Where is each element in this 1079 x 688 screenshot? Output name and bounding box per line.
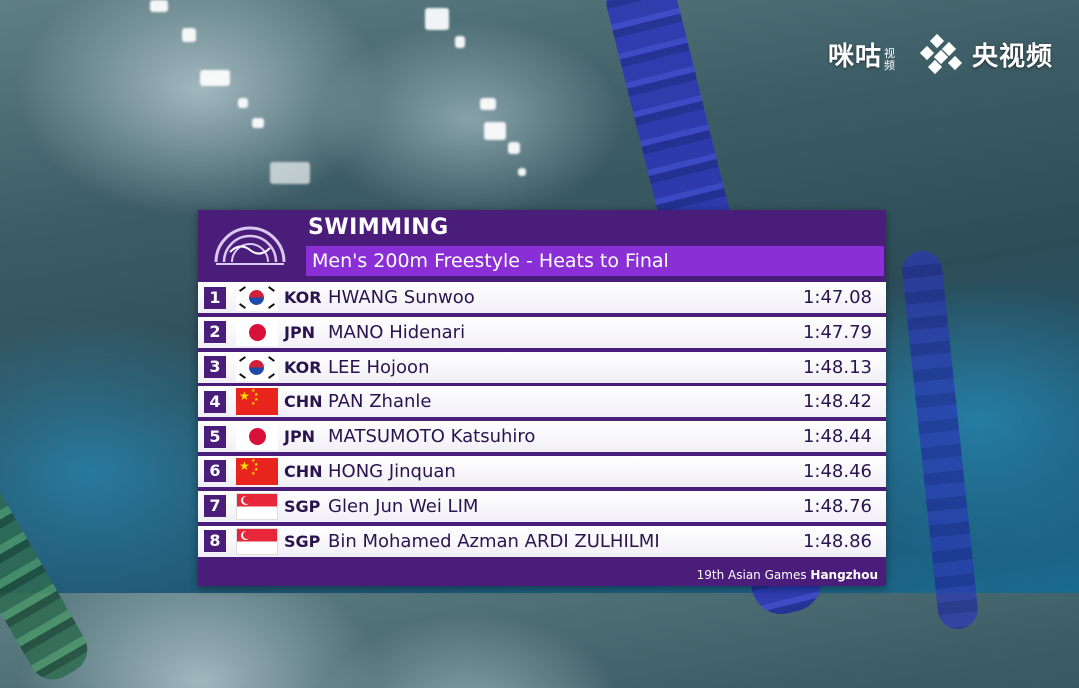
race-time: 1:48.86 bbox=[802, 530, 872, 552]
country-code: CHN bbox=[284, 461, 323, 481]
chn-flag-icon: ★ ★ ★ ★ ★ bbox=[236, 388, 278, 416]
result-row: 1 KOR HWANG Sunwoo 1:47.08 bbox=[198, 282, 886, 313]
athlete-name: PAN Zhanle bbox=[328, 391, 432, 413]
ceiling-light bbox=[200, 70, 230, 86]
ceiling-light bbox=[150, 0, 168, 12]
rank-badge: 5 bbox=[204, 425, 226, 448]
race-time: 1:48.46 bbox=[802, 460, 872, 482]
sgp-flag-icon bbox=[236, 492, 278, 520]
rank-badge: 6 bbox=[204, 460, 226, 483]
country-code: SGP bbox=[284, 496, 321, 516]
athlete-name: Glen Jun Wei LIM bbox=[328, 495, 479, 517]
athlete-name: MANO Hidenari bbox=[328, 321, 466, 343]
race-time: 1:48.44 bbox=[802, 426, 872, 448]
athlete-name: MATSUMOTO Katsuhiro bbox=[328, 426, 536, 448]
rank-badge: 3 bbox=[204, 356, 226, 379]
jpn-flag-icon bbox=[236, 423, 278, 451]
country-code: JPN bbox=[284, 427, 316, 447]
ceiling-light bbox=[455, 36, 465, 48]
rank-badge: 7 bbox=[204, 495, 226, 518]
lane-rope-green bbox=[0, 311, 96, 688]
result-row: 6 ★ ★ ★ ★ ★ CHN HONG Jinquan 1:48.46 bbox=[198, 455, 886, 487]
ceiling-light bbox=[182, 28, 196, 42]
lane-rope-blue-right bbox=[900, 248, 980, 632]
ceiling-light bbox=[480, 98, 496, 110]
ceiling-light bbox=[508, 142, 520, 154]
asian-games-emblem-icon bbox=[198, 210, 302, 280]
race-time: 1:48.42 bbox=[802, 391, 872, 413]
result-row: 2 JPN MANO Hidenari 1:47.79 bbox=[198, 316, 886, 348]
games-footer: 19th Asian Games Hangzhou bbox=[697, 566, 878, 584]
athlete-name: LEE Hojoon bbox=[328, 356, 430, 378]
cctv-logo-text: 央视频 bbox=[971, 41, 1053, 72]
result-row: 4 ★ ★ ★ ★ ★ CHN PAN Zhanle 1:48.42 bbox=[198, 386, 886, 418]
sport-title: SWIMMING bbox=[308, 215, 449, 240]
migu-logo-text: 咪咕 bbox=[827, 41, 882, 72]
rank-badge: 8 bbox=[204, 530, 226, 553]
race-time: 1:48.13 bbox=[802, 356, 872, 378]
rank-badge: 4 bbox=[204, 390, 226, 413]
ceiling-light bbox=[238, 98, 248, 108]
result-row: 3 KOR LEE Hojoon 1:48.13 bbox=[198, 351, 886, 383]
athlete-name: HONG Jinquan bbox=[328, 460, 456, 482]
ceiling-light bbox=[252, 118, 264, 128]
rank-badge: 1 bbox=[204, 286, 226, 309]
jpn-flag-icon bbox=[236, 318, 278, 346]
rank-badge: 2 bbox=[204, 321, 226, 344]
athlete-name: Bin Mohamed Azman ARDI ZULHILMI bbox=[328, 530, 660, 552]
result-row: 7 SGP Glen Jun Wei LIM 1:48.76 bbox=[198, 490, 886, 522]
broadcaster-logos: 咪咕 视频 央视频 bbox=[828, 33, 1053, 75]
chn-flag-icon: ★ ★ ★ ★ ★ bbox=[236, 457, 278, 485]
country-code: CHN bbox=[284, 392, 323, 412]
footer-city: Hangzhou bbox=[810, 568, 878, 582]
country-code: KOR bbox=[284, 357, 322, 377]
ceiling-light bbox=[425, 8, 449, 30]
result-row: 8 SGP Bin Mohamed Azman ARDI ZULHILMI 1:… bbox=[198, 525, 886, 557]
race-time: 1:48.76 bbox=[802, 495, 872, 517]
migu-logo: 咪咕 视频 bbox=[828, 36, 898, 73]
event-title: Men's 200m Freestyle - Heats to Final bbox=[306, 246, 884, 276]
athlete-name: HWANG Sunwoo bbox=[328, 287, 475, 308]
ceiling-light bbox=[518, 168, 526, 176]
results-scoreboard: SWIMMING Men's 200m Freestyle - Heats to… bbox=[198, 210, 886, 586]
country-code: SGP bbox=[284, 531, 321, 551]
sgp-flag-icon bbox=[236, 527, 278, 555]
country-code: JPN bbox=[284, 322, 316, 342]
cctv-video-logo: 央视频 bbox=[919, 33, 1053, 75]
cctv-dots-icon bbox=[919, 33, 964, 75]
ceiling-light bbox=[270, 162, 310, 184]
kor-flag-icon bbox=[236, 353, 278, 381]
race-time: 1:47.08 bbox=[802, 287, 872, 308]
kor-flag-icon bbox=[236, 284, 278, 311]
country-code: KOR bbox=[284, 288, 322, 307]
ceiling-light bbox=[484, 122, 506, 140]
results-list: 1 KOR HWANG Sunwoo 1:47.08 2 JPN MANO Hi… bbox=[198, 282, 886, 560]
footer-prefix: 19th Asian Games bbox=[696, 568, 811, 582]
result-row: 5 JPN MATSUMOTO Katsuhiro 1:48.44 bbox=[198, 421, 886, 453]
migu-logo-small: 视频 bbox=[883, 47, 895, 72]
race-time: 1:47.79 bbox=[802, 321, 872, 343]
